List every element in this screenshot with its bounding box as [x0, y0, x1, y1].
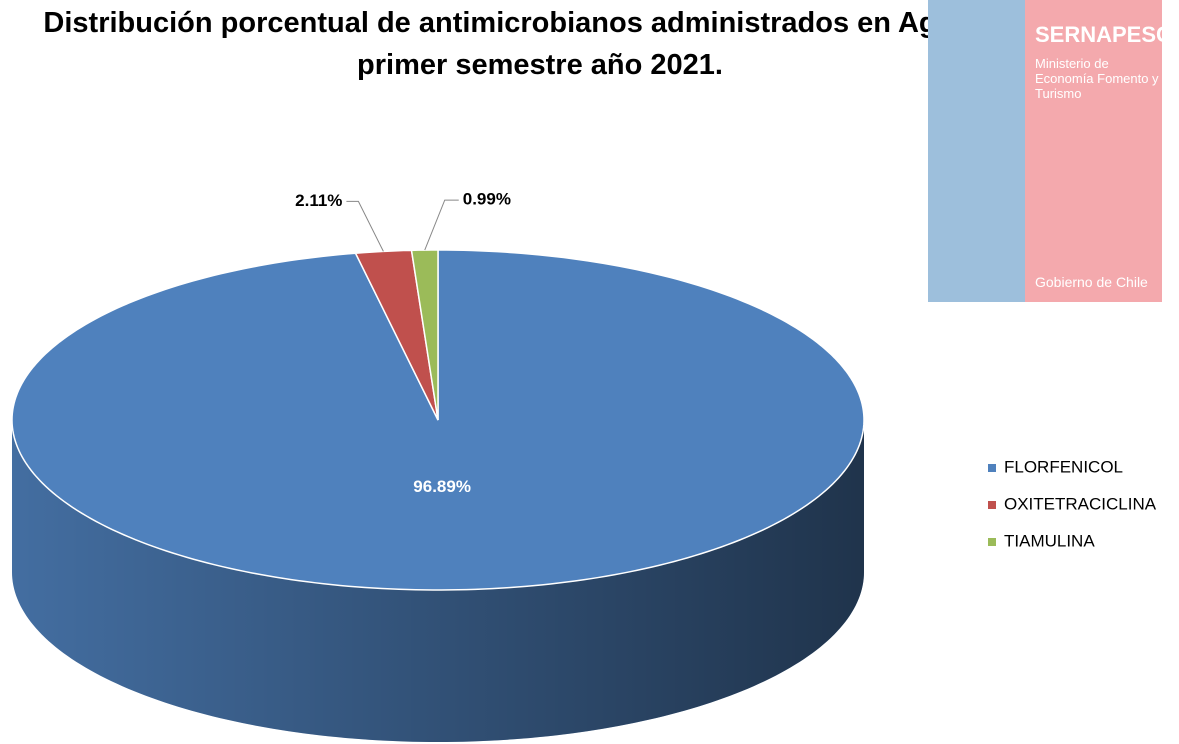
pie-side-shade — [12, 420, 864, 742]
data-label: 96.89% — [413, 477, 471, 496]
data-label: 0.99% — [463, 190, 511, 209]
leader-line — [424, 199, 459, 251]
logo-name: SERNAPESCA — [1035, 22, 1179, 47]
legend-marker — [988, 538, 996, 546]
legend-marker — [988, 464, 996, 472]
leader-line — [346, 200, 384, 252]
legend-label: TIAMULINA — [1004, 531, 1095, 550]
logo: SERNAPESCA Ministerio de Economía Foment… — [928, 0, 1179, 302]
logo-right: SERNAPESCA Ministerio de Economía Foment… — [1025, 0, 1179, 302]
logo-government: Gobierno de Chile — [1035, 274, 1148, 290]
logo-left — [928, 0, 1025, 302]
chart-title: Distribución porcentual de antimicrobian… — [43, 7, 1037, 81]
data-label: 2.11% — [295, 191, 342, 210]
legend-label: FLORFENICOL — [1004, 457, 1123, 476]
legend-marker — [988, 501, 996, 509]
legend-label: OXITETRACICLINA — [1004, 494, 1157, 513]
logo-ministry: Ministerio de Economía Fomento y Turismo — [1035, 56, 1159, 101]
